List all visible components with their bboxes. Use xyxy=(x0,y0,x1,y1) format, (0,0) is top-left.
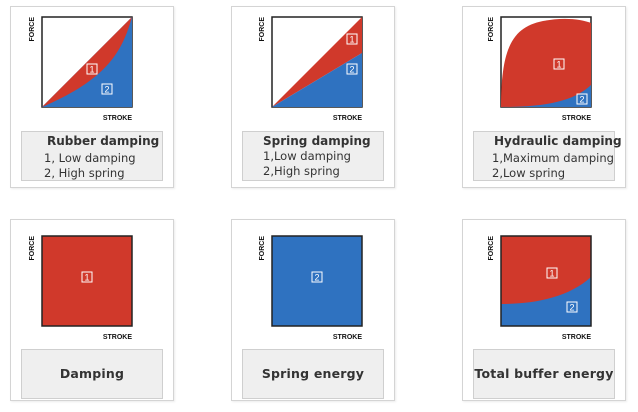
badge-box xyxy=(566,301,578,313)
caption: Hydraulic damping 1,Maximum damping 2,Lo… xyxy=(473,131,622,181)
card-spring-energy: FORCE STROKE 2 Spring energy xyxy=(231,219,395,401)
x-axis-label: STROKE xyxy=(333,334,363,341)
badge-1: 1 xyxy=(84,273,89,283)
card-title: Damping xyxy=(59,366,125,381)
spring-damping-diagram: FORCE STROKE 1 2 xyxy=(259,16,363,122)
badge-box xyxy=(576,93,588,105)
card-total-buffer-energy: FORCE STROKE 1 2 Total buffer energy xyxy=(462,219,626,401)
damping-diagram: FORCE STROKE 1 xyxy=(29,235,133,341)
card-title: Total buffer energy xyxy=(474,366,614,381)
y-axis-label: FORCE xyxy=(488,236,495,261)
hydraulic-damping-diagram: FORCE STROKE 1 2 xyxy=(488,16,592,122)
badge-box xyxy=(346,33,358,45)
badge-2: 2 xyxy=(349,65,354,75)
x-axis-label: STROKE xyxy=(333,115,363,122)
card-title: Rubber damping xyxy=(47,134,160,148)
x-axis-label: STROKE xyxy=(562,334,592,341)
card-hydraulic-damping: FORCE STROKE 1 2 Hydraulic damping 1,Max… xyxy=(462,6,626,188)
badge-box xyxy=(86,63,98,75)
damping-region xyxy=(41,235,133,327)
card-rubber-damping: FORCE STROKE 1 2 Rubber damping 1, Low d… xyxy=(10,6,174,188)
badge-box xyxy=(101,83,113,95)
caption: Total buffer energy xyxy=(473,349,615,399)
spring-region xyxy=(501,85,591,107)
y-axis-label: FORCE xyxy=(29,236,36,261)
plot-frame xyxy=(500,235,592,327)
y-axis-label: FORCE xyxy=(259,236,266,261)
rubber-damping-diagram: FORCE STROKE 1 2 xyxy=(29,16,133,122)
badge-2: 2 xyxy=(314,273,319,283)
spring-region xyxy=(501,277,591,326)
spring-region xyxy=(271,235,363,327)
x-axis-label: STROKE xyxy=(103,334,133,341)
spring-region xyxy=(272,53,362,107)
x-axis-label: STROKE xyxy=(103,115,133,122)
badge-1: 1 xyxy=(556,60,561,70)
x-axis-label: STROKE xyxy=(562,115,592,122)
badge-1: 1 xyxy=(89,65,94,75)
caption: Spring energy xyxy=(242,349,384,399)
badge-2: 2 xyxy=(569,303,574,313)
badge-box xyxy=(311,271,323,283)
damping-region xyxy=(42,17,132,107)
spring-energy-diagram: FORCE STROKE 2 xyxy=(259,235,363,341)
caption-line-1: 1,Low damping xyxy=(263,149,351,163)
badge-1: 1 xyxy=(549,269,554,279)
caption: Damping xyxy=(21,349,163,399)
card-title: Hydraulic damping xyxy=(494,134,622,148)
badge-1: 1 xyxy=(349,35,354,45)
badge-2: 2 xyxy=(579,95,584,105)
card-title: Spring energy xyxy=(261,366,365,381)
badge-box xyxy=(546,267,558,279)
badge-box xyxy=(346,63,358,75)
caption-line-1: 1, Low damping xyxy=(44,151,136,165)
card-damping: FORCE STROKE 1 Damping xyxy=(10,219,174,401)
caption: Spring damping 1,Low damping 2,High spri… xyxy=(242,131,384,181)
caption-line-2: 2,High spring xyxy=(263,164,340,178)
caption-line-1: 1,Maximum damping xyxy=(492,151,614,165)
caption: Rubber damping 1, Low damping 2, High sp… xyxy=(21,131,163,181)
card-spring-damping: FORCE STROKE 1 2 Spring damping 1,Low da… xyxy=(231,6,395,188)
y-axis-label: FORCE xyxy=(488,17,495,42)
badge-box xyxy=(81,271,93,283)
y-axis-label: FORCE xyxy=(259,17,266,42)
caption-line-2: 2,Low spring xyxy=(492,166,566,180)
caption-line-2: 2, High spring xyxy=(44,166,125,180)
card-title: Spring damping xyxy=(263,134,371,148)
badge-2: 2 xyxy=(104,85,109,95)
damping-region xyxy=(272,17,362,107)
badge-box xyxy=(553,58,565,70)
total-buffer-energy-diagram: FORCE STROKE 1 2 xyxy=(488,235,592,341)
damping-region xyxy=(501,18,591,108)
y-axis-label: FORCE xyxy=(29,17,36,42)
